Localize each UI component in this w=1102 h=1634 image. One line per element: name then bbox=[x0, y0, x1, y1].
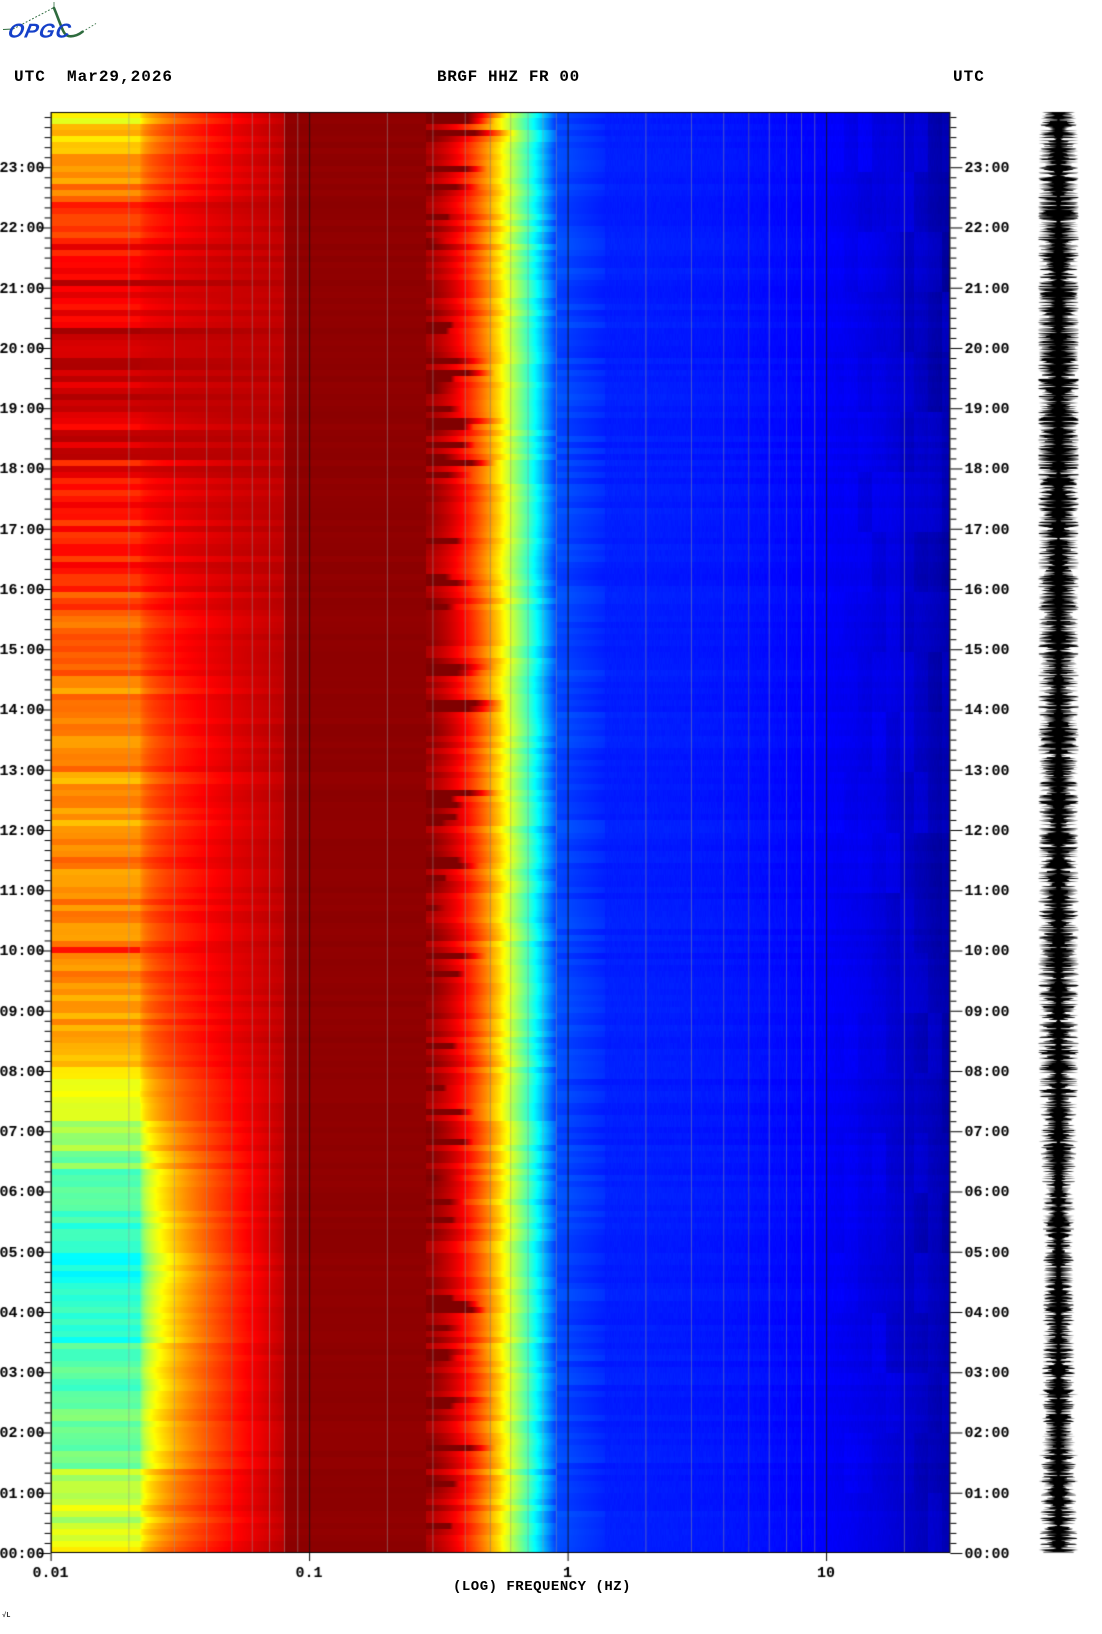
svg-text:OPGC: OPGC bbox=[6, 21, 74, 42]
